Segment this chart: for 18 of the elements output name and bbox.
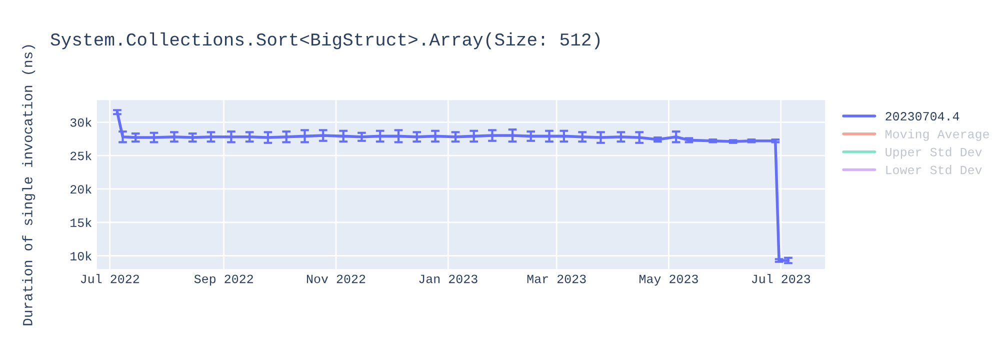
legend-label: 20230704.4: [886, 112, 960, 121]
y-tick-label: 20k: [70, 184, 92, 194]
chart-title: System.Collections.Sort<BigStruct>.Array(Size: 512): [50, 32, 600, 50]
x-tick-label: Jul 2023: [752, 274, 810, 284]
legend-label: Moving Average: [886, 129, 989, 141]
y-tick-label: 15k: [70, 218, 92, 228]
x-tick-label: Jan 2023: [419, 274, 478, 284]
legend-label: Upper Std Dev: [886, 147, 982, 159]
x-tick-label: Mar 2023: [527, 274, 586, 284]
legend-label: Lower Std Dev: [886, 165, 982, 174]
x-tick-label: Sep 2022: [194, 274, 253, 286]
y-tick-label: 10k: [70, 251, 92, 260]
y-axis-title: Duration of single invocation (ns): [22, 45, 36, 326]
y-tick-label: 30k: [70, 118, 92, 127]
y-tick-label: 25k: [70, 151, 92, 160]
x-tick-label: May 2023: [640, 274, 698, 286]
x-tick-label: Jul 2022: [80, 274, 139, 284]
x-tick-label: Nov 2022: [306, 274, 366, 284]
